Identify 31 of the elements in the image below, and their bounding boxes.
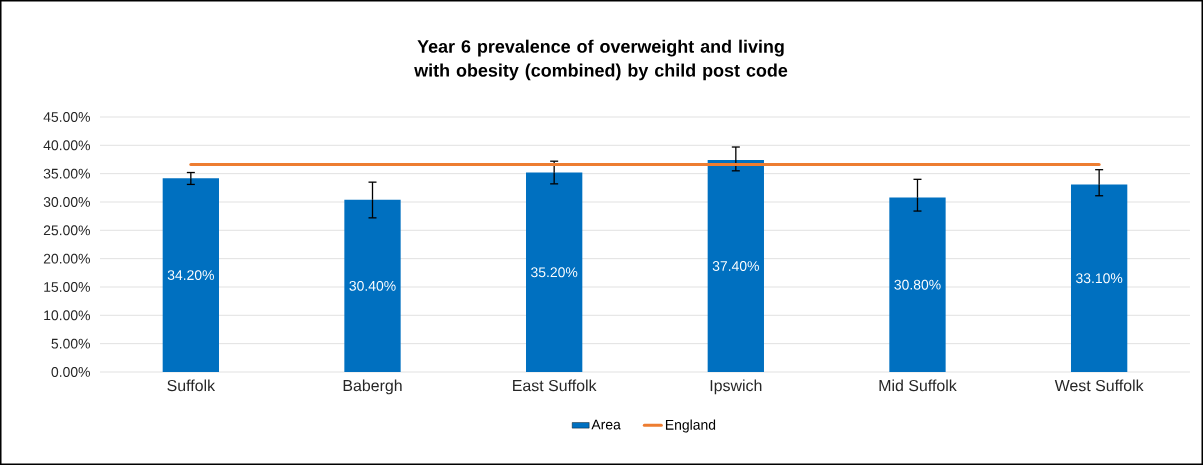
y-tick-label: 25.00% — [43, 225, 90, 236]
y-tick-label: 15.00% — [44, 282, 90, 292]
y-tick-label: 40.00% — [43, 140, 90, 151]
chart-title: Year 6 prevalence of overweight and living with obesity (combined) by child post code — [414, 39, 788, 81]
x-tick-label: Ipswich — [710, 379, 762, 395]
legend-label: England — [665, 419, 716, 433]
x-tick-label: Mid Suffolk — [879, 379, 957, 392]
bar — [889, 197, 946, 372]
y-tick-label: 0.00% — [51, 367, 90, 377]
data-label: 30.80% — [894, 279, 941, 290]
bar — [526, 172, 583, 372]
data-label: 37.40% — [712, 261, 759, 271]
data-label: 33.10% — [1076, 273, 1123, 284]
bar — [1070, 184, 1128, 372]
data-label: 35.20% — [531, 267, 578, 278]
y-tick-label: 30.00% — [43, 197, 90, 207]
x-tick-label: East Suffolk — [513, 379, 597, 392]
bar — [162, 178, 219, 372]
y-tick-label: 5.00% — [51, 338, 90, 349]
data-label: 34.20% — [167, 270, 214, 281]
x-tick-label: Suffolk — [167, 379, 216, 392]
bar — [344, 199, 401, 372]
bar — [707, 160, 764, 372]
x-tick-label: West Suffolk — [1054, 379, 1144, 392]
legend-label: Area — [591, 419, 621, 430]
y-tick-label: 10.00% — [44, 310, 90, 321]
y-tick-label: 35.00% — [43, 168, 90, 179]
y-tick-label: 45.00% — [43, 112, 90, 122]
y-tick-label: 20.00% — [43, 253, 90, 264]
data-label: 30.40% — [349, 280, 396, 291]
x-tick-label: Babergh — [343, 379, 402, 395]
